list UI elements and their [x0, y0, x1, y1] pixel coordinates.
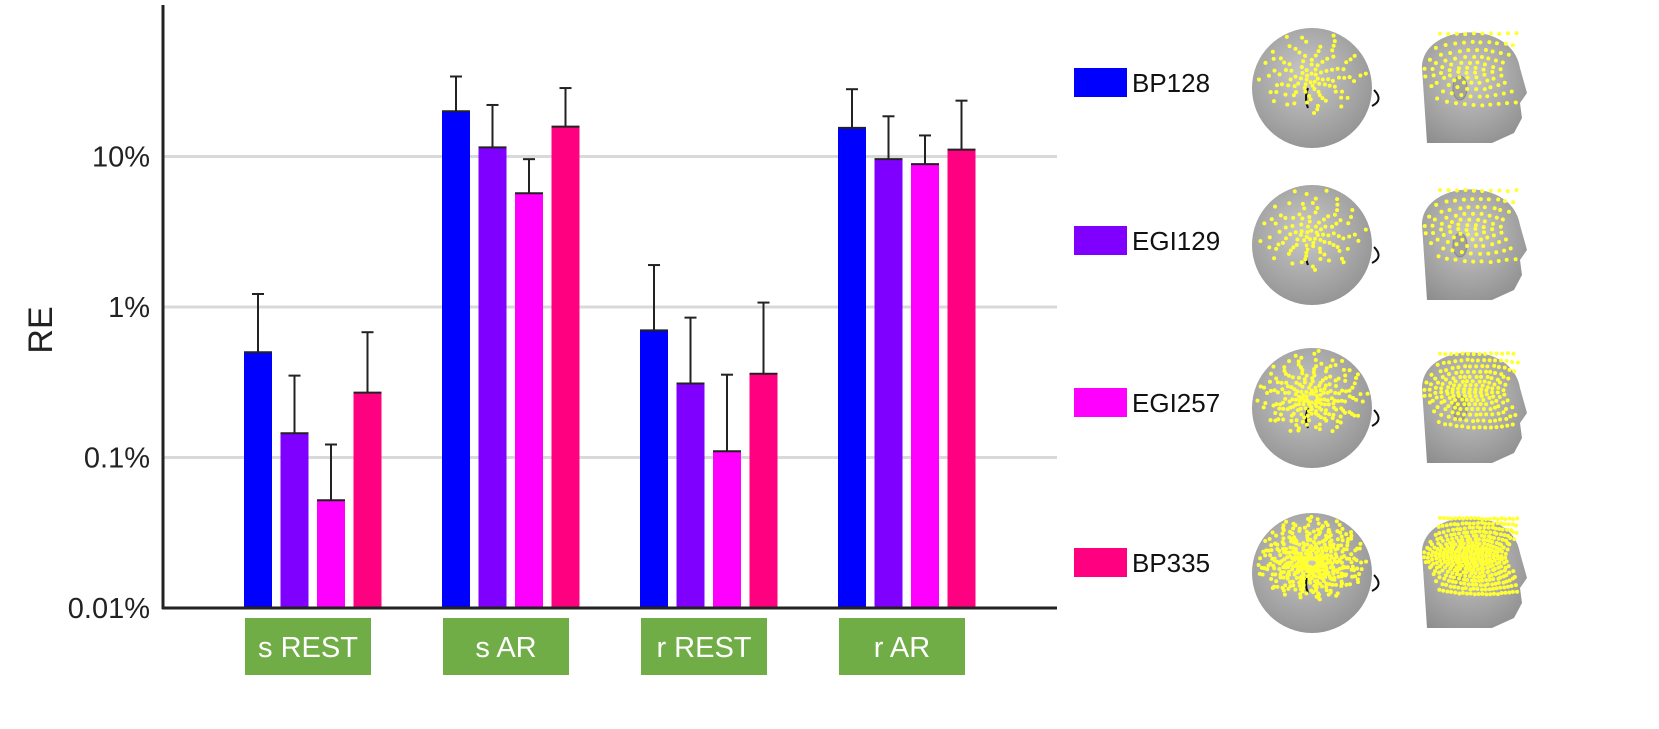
bar-bp335-3: [947, 149, 976, 608]
category-label-box: [443, 618, 569, 675]
montage-illustration-egi257: [1252, 348, 1527, 468]
legend-label-bp128: BP128: [1132, 68, 1210, 98]
y-tick-label: 10%: [92, 142, 150, 174]
bar-bp335-1: [551, 126, 580, 608]
category-label-box: [839, 618, 965, 675]
legend-swatch-egi129: [1074, 226, 1127, 255]
bar-egi257-2: [713, 451, 741, 608]
bar-egi257-1: [515, 193, 543, 608]
bar-egi257-0: [317, 500, 345, 608]
head-front-view: [1252, 28, 1372, 148]
legend-swatch-bp335: [1074, 548, 1127, 577]
bar-egi129-3: [874, 159, 903, 608]
legend-label-bp335: BP335: [1132, 548, 1210, 578]
y-axis-label: RE: [22, 306, 60, 353]
bar-bp128-2: [640, 330, 668, 608]
y-tick-label: 0.01%: [68, 593, 150, 625]
category-label: s REST: [258, 632, 358, 664]
bar-bp128-0: [244, 352, 272, 608]
legend-label-egi257: EGI257: [1132, 388, 1220, 418]
y-tick-label: 1%: [108, 292, 150, 324]
legend-swatch-egi257: [1074, 388, 1127, 417]
bar-egi257-3: [911, 164, 939, 608]
bar-bp335-2: [749, 373, 778, 608]
bar-bp128-3: [838, 127, 866, 609]
legend-swatch-bp128: [1074, 68, 1127, 97]
bar-egi129-1: [478, 147, 507, 608]
bar-egi129-2: [676, 383, 705, 608]
legend-label-egi129: EGI129: [1132, 226, 1220, 256]
category-label: r REST: [656, 632, 751, 664]
category-label: r AR: [874, 632, 930, 664]
bar-bp128-1: [442, 111, 470, 609]
y-tick-label: 0.1%: [84, 443, 150, 475]
category-label-box: [245, 618, 371, 675]
montage-illustration-egi129: [1252, 185, 1527, 305]
category-label-box: [641, 618, 767, 675]
head-side-view: [1422, 32, 1527, 144]
montage-illustration-bp335: [1252, 513, 1527, 633]
bar-egi129-0: [280, 433, 309, 608]
bar-bp335-0: [353, 392, 382, 608]
head-side-view: [1422, 352, 1527, 463]
category-label: s AR: [475, 632, 536, 664]
montage-illustration-bp128: [1252, 28, 1527, 148]
